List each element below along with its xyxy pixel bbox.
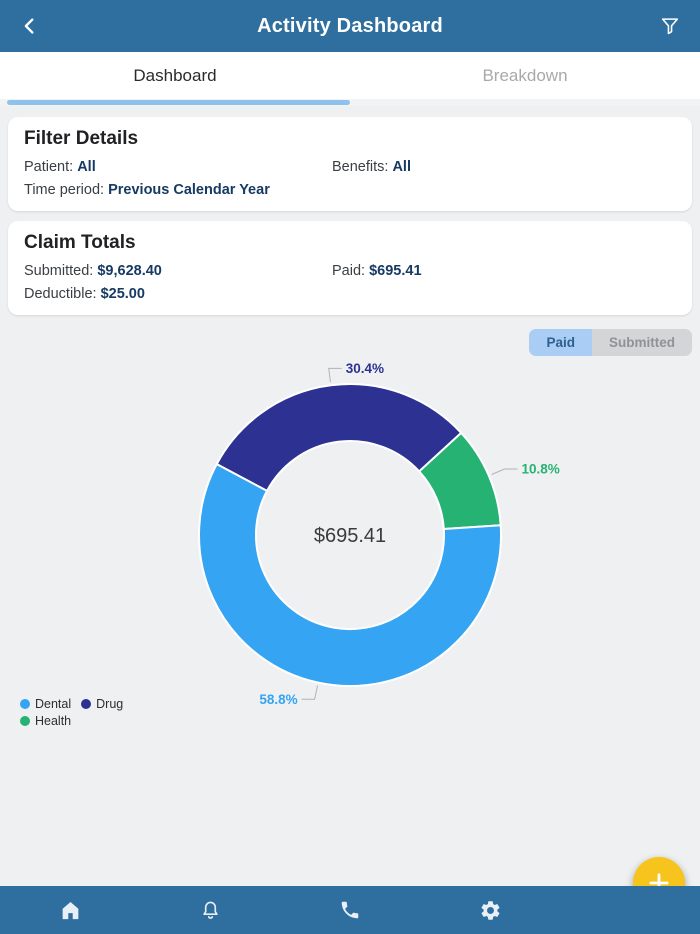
tab-bar: Dashboard Breakdown [0, 52, 700, 106]
segmented-row: Paid Submitted [8, 329, 692, 356]
pie-label-drug: 30.4% [346, 361, 384, 376]
legend-item-drug[interactable]: Drug [81, 697, 123, 711]
chart-center-value: $695.41 [314, 525, 386, 547]
tab-dashboard[interactable]: Dashboard [0, 52, 350, 99]
chevron-left-icon [24, 18, 34, 34]
legend-item-health[interactable]: Health [20, 714, 71, 728]
phone-icon [341, 901, 359, 919]
legend-item-dental[interactable]: Dental [20, 697, 71, 711]
legend-label: Dental [35, 697, 72, 711]
funnel-icon [661, 18, 679, 35]
nav-home[interactable] [0, 886, 140, 934]
field-submitted: Submitted: $9,628.40 [24, 263, 162, 279]
page-title: Activity Dashboard [257, 14, 443, 37]
pie-label-leader [301, 685, 319, 700]
pie-label-dental: 58.8% [259, 692, 297, 707]
nav-notifications[interactable] [140, 886, 280, 934]
tab-breakdown-label: Breakdown [482, 65, 568, 85]
legend-label: Health [35, 714, 72, 728]
nav-spacer [560, 886, 700, 934]
pie-label-leader [491, 468, 518, 475]
field-time-period: Time period: Previous Calendar Year [24, 182, 270, 198]
filter-button[interactable] [644, 0, 696, 52]
chart-area: $695.41 30.4% 10.8% 58.8% Dental Drug Health [0, 358, 700, 730]
pie-slice-drug[interactable] [215, 383, 463, 493]
pie-label-health: 10.8% [522, 462, 560, 477]
nav-settings[interactable] [420, 886, 560, 934]
tab-track [0, 99, 700, 106]
filter-details-card: Filter Details Patient: All Benefits: Al… [8, 117, 692, 211]
main-content: Filter Details Patient: All Benefits: Al… [0, 106, 700, 730]
bell-icon [202, 901, 218, 919]
legend-dot [20, 699, 30, 709]
back-button[interactable] [4, 0, 56, 52]
legend-dot [20, 716, 30, 726]
tab-active-indicator [7, 100, 350, 105]
chart-legend: Dental Drug Health [20, 697, 170, 728]
filter-card-title: Filter Details [24, 128, 139, 149]
nav-phone[interactable] [280, 886, 420, 934]
field-patient: Patient: All [24, 159, 96, 175]
pie-label-leader [328, 367, 342, 383]
tab-breakdown[interactable]: Breakdown [350, 52, 700, 99]
totals-card-title: Claim Totals [24, 232, 136, 253]
field-paid: Paid: $695.41 [332, 263, 422, 279]
pie-slice-dental[interactable] [198, 462, 503, 687]
legend-label: Drug [96, 697, 124, 711]
gear-icon [481, 900, 499, 920]
tab-dashboard-label: Dashboard [133, 65, 217, 85]
field-deductible: Deductible: $25.00 [24, 286, 145, 302]
top-bar: Activity Dashboard [0, 0, 700, 52]
donut-chart: $695.41 30.4% 10.8% 58.8% [198, 361, 560, 707]
bottom-nav [0, 886, 700, 934]
legend-dot [81, 699, 92, 709]
claim-totals-card: Claim Totals Submitted: $9,628.40 Paid: … [8, 221, 692, 315]
home-icon [62, 901, 78, 919]
segment-submitted[interactable]: Submitted [592, 329, 692, 356]
segment-paid[interactable]: Paid [529, 329, 592, 356]
field-benefits: Benefits: All [332, 159, 411, 175]
paid-submitted-toggle: Paid Submitted [529, 329, 692, 356]
